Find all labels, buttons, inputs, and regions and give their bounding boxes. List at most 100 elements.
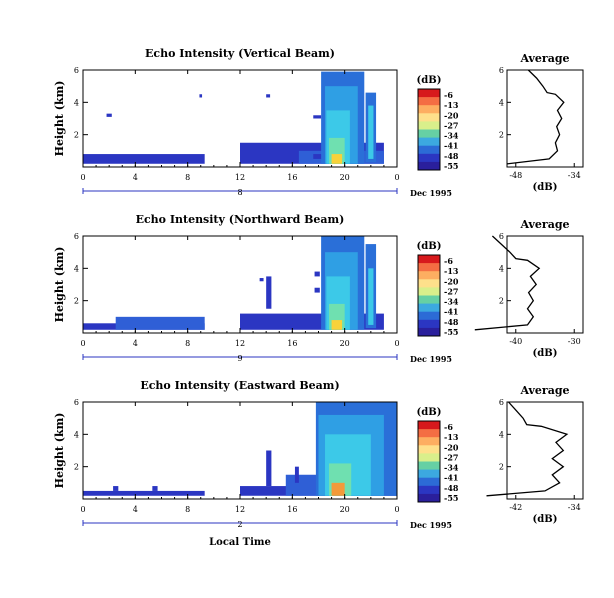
colorbar-swatch	[418, 469, 440, 479]
echo-cell	[115, 316, 205, 330]
colorbar-tick-label: -20	[444, 442, 459, 452]
average-profile: Average 6 4 2 -48 -34 (dB)	[499, 52, 584, 193]
profile-frame	[506, 69, 584, 168]
profile-y-tick-label: 6	[499, 398, 504, 407]
colorbar-tick-label: -13	[444, 100, 459, 110]
colorbar-swatch	[418, 255, 440, 264]
colorbar-tick-label: -6	[444, 90, 453, 100]
echo-cell	[314, 287, 320, 293]
x-tick-label: 8	[185, 173, 190, 182]
profile-title: Average	[519, 218, 569, 231]
colorbar-swatch	[418, 453, 440, 462]
x-tick-label: 0	[394, 173, 399, 182]
colorbar-tick-label: -41	[444, 307, 458, 317]
colorbar-frame	[417, 254, 441, 337]
colorbar-tick-label: -41	[444, 473, 458, 483]
x-tick-label: 0	[80, 505, 85, 514]
colorbar-frame	[417, 420, 441, 503]
colorbar-swatch	[418, 145, 440, 155]
profile-y-tick-label: 4	[499, 430, 504, 439]
profile-x-tick-label: -40	[509, 337, 522, 346]
colorbar-swatch	[418, 445, 440, 454]
average-profile: Average 6 4 2 -40 -30 (dB)	[474, 218, 584, 359]
echo-cell	[152, 486, 158, 491]
profile-x-tick-label: -34	[568, 503, 581, 512]
colorbar-tick-label: -20	[444, 276, 459, 286]
colorbar-swatch	[418, 121, 440, 130]
colorbar-swatch	[418, 113, 440, 122]
x-tick-label: 12	[235, 505, 245, 514]
echo-cell	[314, 271, 320, 277]
profile-line	[474, 235, 541, 331]
colorbar: (dB)-6-13-20-27-34-41-48-55	[417, 241, 459, 337]
colorbar-swatch	[418, 89, 440, 98]
colorbar-tick-label: -27	[444, 452, 458, 462]
colorbar-swatch	[418, 493, 440, 503]
echo-cell	[199, 94, 203, 98]
profile-frame	[506, 235, 584, 334]
colorbar-swatch	[418, 295, 440, 305]
colorbar-label: (dB)	[417, 407, 442, 418]
colorbar-swatch	[418, 327, 440, 337]
echo-cell	[83, 490, 205, 496]
y-tick-label: 4	[74, 264, 79, 273]
echo-cell	[331, 482, 345, 496]
echo-cell	[368, 105, 374, 159]
date-label: Dec 1995	[410, 520, 452, 530]
colorbar-swatch	[418, 137, 440, 147]
average-profile: Average 6 4 2 -42 -34 (dB)	[486, 384, 584, 525]
colorbar-tick-label: -6	[444, 422, 453, 432]
profile-x-tick-label: -34	[568, 171, 581, 180]
colorbar-swatch	[418, 161, 440, 171]
y-axis-label: Height (km)	[53, 247, 66, 323]
panel-title: Echo Intensity (Vertical Beam)	[145, 47, 335, 60]
x-tick-label: 8	[185, 339, 190, 348]
x-tick-label: 0	[80, 173, 85, 182]
colorbar-tick-label: -34	[444, 463, 459, 473]
date-tick-label: 8	[237, 188, 242, 197]
colorbar-swatch	[418, 97, 440, 106]
colorbar-swatch	[418, 129, 440, 139]
colorbar-tick-label: -34	[444, 131, 459, 141]
echo-cell	[266, 276, 272, 309]
profile-y-tick-label: 6	[499, 66, 504, 75]
panel-title: Echo Intensity (Northward Beam)	[136, 213, 345, 226]
y-tick-label: 4	[74, 98, 79, 107]
y-tick-label: 2	[74, 131, 79, 140]
colorbar-tick-label: -13	[444, 266, 459, 276]
echo-cell	[331, 320, 343, 330]
echo-cell	[368, 268, 374, 325]
colorbar-tick-label: -48	[444, 317, 459, 327]
panel-title: Echo Intensity (Eastward Beam)	[140, 379, 339, 392]
x-tick-label: 4	[133, 505, 138, 514]
x-tick-label: 4	[133, 339, 138, 348]
colorbar-tick-label: -55	[444, 161, 458, 171]
profile-frame	[506, 401, 584, 500]
colorbar-swatch	[418, 105, 440, 114]
colorbar-swatch	[418, 287, 440, 296]
colorbar-swatch	[418, 311, 440, 321]
colorbar: (dB)-6-13-20-27-34-41-48-55	[417, 75, 459, 171]
colorbar: (dB)-6-13-20-27-34-41-48-55	[417, 407, 459, 503]
y-tick-label: 6	[74, 232, 79, 241]
colorbar-tick-label: -6	[444, 256, 453, 266]
profile-line	[507, 69, 565, 165]
date-tick-label: 2	[237, 520, 242, 529]
date-label: Dec 1995	[410, 354, 452, 364]
profile-y-tick-label: 6	[499, 232, 504, 241]
colorbar-tick-label: -48	[444, 151, 459, 161]
x-tick-label: 20	[340, 505, 350, 514]
colorbar-swatch	[418, 437, 440, 446]
colorbar-tick-label: -20	[444, 110, 459, 120]
x-tick-label: 4	[133, 173, 138, 182]
colorbar-tick-label: -13	[444, 432, 459, 442]
profile-y-tick-label: 2	[499, 297, 504, 306]
x-axis-label: Local Time	[209, 537, 271, 548]
profile-y-tick-label: 2	[499, 463, 504, 472]
colorbar-swatch	[418, 429, 440, 438]
colorbar-swatch	[418, 461, 440, 471]
date-label: Dec 1995	[410, 188, 452, 198]
colorbar-label: (dB)	[417, 241, 442, 252]
